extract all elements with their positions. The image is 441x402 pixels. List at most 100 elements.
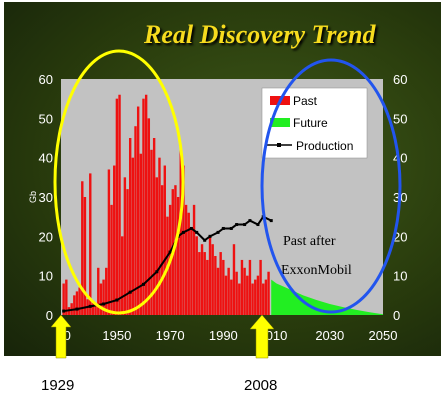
past-bar	[200, 244, 204, 315]
production-point	[243, 223, 247, 227]
past-bar	[91, 303, 95, 315]
y-tick-label-left: 30	[39, 190, 53, 205]
production-point	[75, 307, 79, 311]
production-point	[235, 223, 239, 227]
past-bar	[110, 204, 113, 315]
past-bar	[147, 118, 151, 315]
past-bar	[192, 204, 196, 315]
x-axis: 3019501970199001020302050	[56, 328, 397, 343]
past-bar	[160, 185, 164, 315]
past-bar	[230, 279, 233, 315]
past-bar	[62, 283, 65, 315]
y-tick-label-right: 0	[393, 308, 400, 323]
legend-label-past: Past	[293, 94, 318, 108]
y-tick-label-left: 10	[39, 269, 53, 284]
production-point	[195, 230, 199, 234]
production-point	[256, 223, 260, 227]
chart-title: Real Discovery Trend	[144, 20, 376, 49]
past-bar	[144, 94, 148, 315]
past-bar	[198, 252, 201, 315]
past-bar	[262, 283, 265, 315]
y-tick-label-left: 50	[39, 111, 53, 126]
past-bar	[105, 267, 108, 315]
past-bar	[139, 153, 143, 315]
past-bar	[131, 157, 135, 315]
past-bar	[152, 138, 156, 315]
arrow-2008-icon	[249, 314, 275, 359]
x-tick-label: 1970	[156, 328, 185, 343]
past-bar	[107, 169, 111, 315]
past-bar	[158, 157, 161, 315]
past-bar	[118, 94, 121, 315]
past-bar	[227, 267, 230, 315]
legend: Past Future Production	[261, 87, 368, 159]
past-bar	[187, 212, 190, 315]
highlight-ellipse-left	[53, 49, 185, 315]
past-bar	[126, 189, 129, 315]
arrow-label-2008: 2008	[244, 377, 278, 394]
production-point	[181, 230, 185, 234]
past-bar	[238, 283, 241, 315]
past-bar	[182, 165, 185, 315]
past-bar	[123, 177, 127, 315]
production-point	[102, 302, 106, 306]
past-bar	[264, 279, 268, 315]
past-bar	[224, 275, 228, 315]
past-bar	[134, 126, 137, 315]
y-tick-label-left: 20	[39, 229, 53, 244]
past-bar	[216, 267, 220, 315]
past-bar	[94, 303, 97, 315]
past-bar	[184, 204, 188, 315]
past-bar	[83, 197, 87, 315]
x-tick-label: 1950	[102, 328, 131, 343]
past-bar	[97, 267, 100, 315]
x-tick-label: 010	[266, 328, 288, 343]
past-bar	[248, 259, 252, 315]
past-bar	[102, 279, 105, 315]
past-bar	[267, 271, 270, 315]
production-point	[62, 309, 66, 313]
past-bar	[208, 236, 212, 315]
production-point	[141, 282, 145, 286]
production-point	[168, 250, 172, 254]
legend-marker-production	[277, 143, 281, 147]
past-bar	[128, 138, 132, 315]
past-bar	[121, 236, 124, 315]
legend-swatch-future	[270, 118, 290, 127]
past-bar	[179, 149, 182, 315]
past-bar	[190, 228, 193, 315]
production-point	[115, 298, 119, 302]
past-bar	[203, 252, 206, 315]
past-bar	[78, 287, 81, 315]
legend-label-production: Production	[296, 139, 353, 153]
past-bar	[251, 283, 254, 315]
past-bar	[150, 149, 153, 315]
past-bar	[256, 275, 260, 315]
past-bar	[222, 259, 225, 315]
y-tick-label-left: 0	[46, 308, 53, 323]
past-bar	[243, 267, 246, 315]
y-tick-label-left: 40	[39, 151, 53, 166]
production-point	[248, 219, 252, 223]
past-bar	[211, 244, 214, 315]
production-point	[221, 226, 225, 230]
past-bar	[115, 98, 119, 316]
past-bar	[219, 252, 222, 315]
past-series	[62, 94, 270, 316]
past-bar	[142, 98, 145, 316]
past-bar	[89, 173, 92, 315]
past-bar	[75, 291, 79, 315]
past-bar	[214, 256, 217, 315]
y-axis-label: Gb	[28, 191, 38, 203]
production-point	[229, 226, 233, 230]
y-tick-label-left: 60	[39, 72, 53, 87]
production-point	[155, 270, 159, 274]
highlight-ellipse-right	[260, 58, 402, 314]
future-area	[271, 279, 383, 315]
production-point	[208, 234, 212, 238]
arrow-1929-icon	[50, 314, 72, 359]
future-series	[271, 279, 383, 315]
production-point	[203, 238, 207, 242]
production-point	[269, 219, 273, 223]
